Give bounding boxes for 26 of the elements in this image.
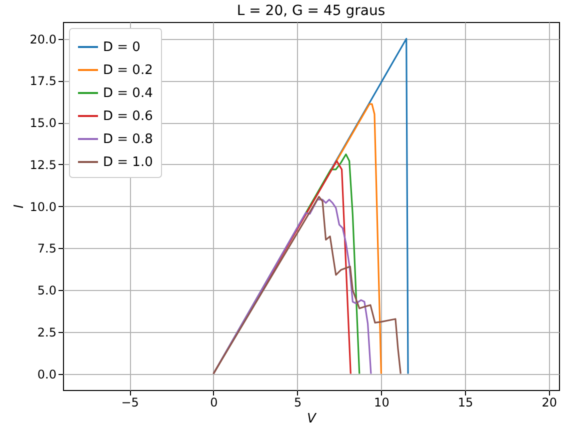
x-tick-label: −5 (121, 396, 139, 410)
x-tick-label: 10 (374, 396, 390, 410)
x-tick-label: 5 (294, 396, 302, 410)
y-tick-label: 20.0 (30, 32, 56, 46)
x-tick-label: 0 (210, 396, 218, 410)
y-tick-label: 15.0 (30, 116, 56, 130)
line-series (212, 196, 402, 375)
y-tick-label: 10.0 (30, 200, 56, 214)
y-tick-label: 12.5 (30, 158, 56, 172)
legend-label: D = 0 (103, 40, 140, 55)
x-tick-label: 15 (458, 396, 474, 410)
y-axis-title: I (12, 204, 27, 208)
y-tick-label: 5.0 (37, 284, 56, 298)
y-tick-label: 17.5 (30, 74, 56, 88)
legend-label: D = 0.4 (103, 86, 153, 101)
x-tick-label: 20 (542, 396, 558, 410)
y-tick-label: 0.0 (37, 367, 56, 382)
chart-title: L = 20, G = 45 graus (236, 3, 386, 19)
legend-label: D = 1.0 (103, 155, 153, 170)
line-series (212, 198, 372, 375)
legend-label: D = 0.6 (103, 109, 153, 124)
y-tick-label: 7.5 (37, 242, 56, 256)
legend-label: D = 0.8 (103, 132, 153, 147)
legend-label: D = 0.2 (103, 63, 153, 78)
y-tick-label: 2.5 (37, 325, 56, 340)
x-axis-title: V (307, 412, 318, 426)
